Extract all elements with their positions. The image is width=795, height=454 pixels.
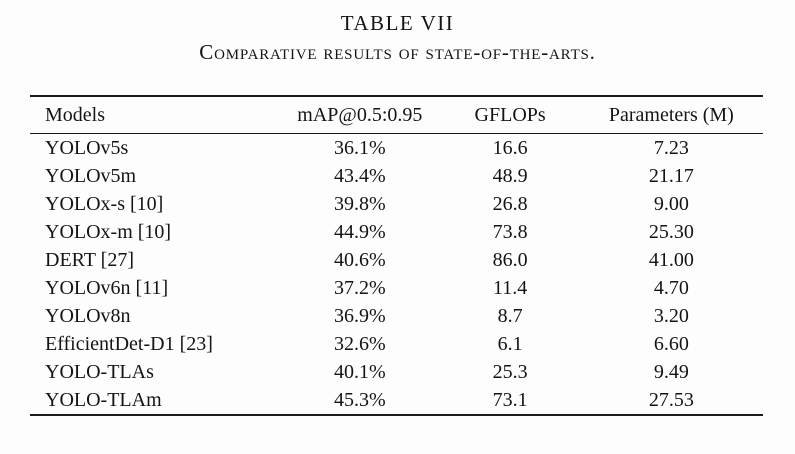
table-row: YOLOx-m [10] 44.9% 73.8 25.30 bbox=[30, 218, 763, 246]
params-cell: 9.49 bbox=[653, 360, 689, 383]
map-cell: 45.3% bbox=[334, 388, 386, 411]
map-cell: 37.2% bbox=[334, 276, 386, 299]
gflops-cell: 6.1 bbox=[497, 332, 523, 355]
params-cell: 6.60 bbox=[653, 332, 689, 355]
params-cell: 21.17 bbox=[648, 164, 694, 187]
map-cell: 32.6% bbox=[334, 332, 386, 355]
params-cell: 27.53 bbox=[648, 388, 694, 411]
gflops-cell: 16.6 bbox=[492, 136, 528, 159]
table-number: TABLE VII bbox=[340, 11, 455, 35]
map-cell: 36.9% bbox=[334, 304, 386, 327]
gflops-cell: 73.1 bbox=[492, 388, 528, 411]
gflops-cell: 11.4 bbox=[492, 276, 528, 299]
table-caption: TABLE VII Comparative results of state-o… bbox=[0, 11, 795, 64]
model-cell: DERT [27] bbox=[45, 248, 134, 271]
params-cell: 9.00 bbox=[653, 192, 689, 215]
model-cell: EfficientDet-D1 [23] bbox=[45, 332, 213, 355]
map-cell: 36.1% bbox=[334, 136, 386, 159]
params-cell: 41.00 bbox=[648, 248, 694, 271]
model-cell: YOLOx-s [10] bbox=[45, 192, 164, 215]
column-header-gflops: GFLOPs bbox=[474, 103, 546, 126]
model-cell: YOLO-TLAm bbox=[45, 388, 162, 411]
params-cell: 4.70 bbox=[653, 276, 689, 299]
model-cell: YOLO-TLAs bbox=[45, 360, 154, 383]
map-cell: 43.4% bbox=[334, 164, 386, 187]
model-cell: YOLOv5s bbox=[45, 136, 129, 159]
params-cell: 3.20 bbox=[653, 304, 689, 327]
model-cell: YOLOv8n bbox=[45, 304, 131, 327]
table-row: YOLOv6n [11] 37.2% 11.4 4.70 bbox=[30, 274, 763, 302]
table-row: EfficientDet-D1 [23] 32.6% 6.1 6.60 bbox=[30, 330, 763, 358]
results-table: Models mAP@0.5:0.95 GFLOPs Parameters (M… bbox=[30, 95, 763, 416]
table-row: YOLOx-s [10] 39.8% 26.8 9.00 bbox=[30, 190, 763, 218]
gflops-cell: 86.0 bbox=[492, 248, 528, 271]
gflops-cell: 26.8 bbox=[492, 192, 528, 215]
params-cell: 7.23 bbox=[653, 136, 689, 159]
table-row: DERT [27] 40.6% 86.0 41.00 bbox=[30, 246, 763, 274]
header-row: Models mAP@0.5:0.95 GFLOPs Parameters (M… bbox=[30, 96, 763, 134]
table-row: YOLOv5m 43.4% 48.9 21.17 bbox=[30, 162, 763, 190]
column-header-parameters: Parameters (M) bbox=[608, 103, 734, 126]
table-row: YOLO-TLAm 45.3% 73.1 27.53 bbox=[30, 386, 763, 415]
column-header-map: mAP@0.5:0.95 bbox=[297, 103, 423, 126]
map-cell: 40.1% bbox=[334, 360, 386, 383]
gflops-cell: 25.3 bbox=[492, 360, 528, 383]
table-body: YOLOv5s 36.1% 16.6 7.23 YOLOv5m 43.4% 48.9 21.1… bbox=[30, 134, 763, 416]
model-cell: YOLOx-m [10] bbox=[45, 220, 172, 243]
model-cell: YOLOv5m bbox=[45, 164, 137, 187]
map-cell: 40.6% bbox=[334, 248, 386, 271]
table-row: YOLOv8n 36.9% 8.7 3.20 bbox=[30, 302, 763, 330]
gflops-cell: 48.9 bbox=[492, 164, 528, 187]
params-cell: 25.30 bbox=[648, 220, 694, 243]
table-header: Models mAP@0.5:0.95 GFLOPs Parameters (M… bbox=[30, 96, 763, 134]
model-cell: YOLOv6n [11] bbox=[45, 276, 169, 299]
gflops-cell: 73.8 bbox=[492, 220, 528, 243]
table-title: Comparative results of state-of-the-arts… bbox=[199, 40, 596, 65]
map-cell: 44.9% bbox=[334, 220, 386, 243]
column-header-models: Models bbox=[45, 103, 105, 126]
table-row: YOLO-TLAs 40.1% 25.3 9.49 bbox=[30, 358, 763, 386]
map-cell: 39.8% bbox=[334, 192, 386, 215]
gflops-cell: 8.7 bbox=[497, 304, 523, 327]
table-row: YOLOv5s 36.1% 16.6 7.23 bbox=[30, 134, 763, 163]
